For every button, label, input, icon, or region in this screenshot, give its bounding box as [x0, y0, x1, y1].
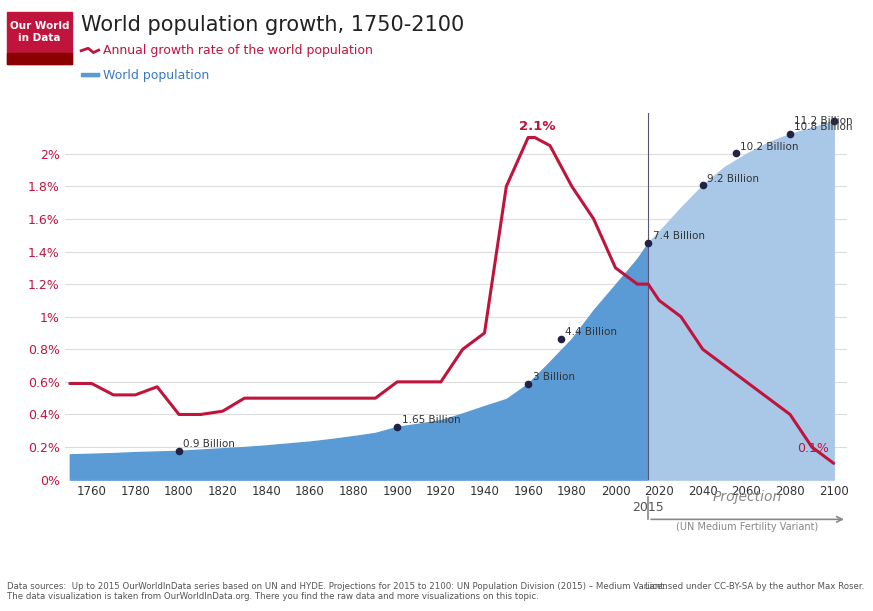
Text: 10.8 Billion: 10.8 Billion: [794, 122, 853, 133]
Text: 3 Billion: 3 Billion: [533, 372, 574, 382]
Text: 1.65 Billion: 1.65 Billion: [402, 415, 460, 425]
Text: World population growth, 1750-2100: World population growth, 1750-2100: [81, 15, 464, 35]
Text: 9.2 Billion: 9.2 Billion: [707, 174, 760, 183]
Text: 2015: 2015: [632, 501, 664, 514]
Text: 11.2 Billion: 11.2 Billion: [794, 116, 853, 126]
Polygon shape: [81, 73, 99, 76]
Text: Data sources:  Up to 2015 OurWorldInData series based on UN and HYDE. Projection: Data sources: Up to 2015 OurWorldInData …: [7, 582, 666, 601]
Text: 10.2 Billion: 10.2 Billion: [739, 142, 799, 152]
Text: 7.4 Billion: 7.4 Billion: [652, 231, 705, 241]
Polygon shape: [81, 73, 99, 76]
Text: 0.1%: 0.1%: [797, 442, 829, 455]
Text: 2.1%: 2.1%: [519, 120, 555, 133]
Text: Licensed under CC-BY-SA by the author Max Roser.: Licensed under CC-BY-SA by the author Ma…: [645, 582, 864, 591]
Text: Our World
in Data: Our World in Data: [10, 21, 70, 43]
Text: Annual growth rate of the world population: Annual growth rate of the world populati…: [103, 44, 373, 57]
Text: Projection: Projection: [713, 490, 782, 504]
Text: World population: World population: [103, 68, 210, 82]
Text: (UN Medium Fertility Variant): (UN Medium Fertility Variant): [677, 522, 819, 532]
Text: 4.4 Billion: 4.4 Billion: [566, 327, 617, 337]
Text: 0.9 Billion: 0.9 Billion: [183, 439, 235, 449]
